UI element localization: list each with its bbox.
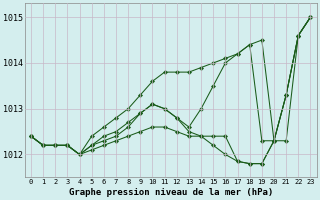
X-axis label: Graphe pression niveau de la mer (hPa): Graphe pression niveau de la mer (hPa)	[68, 188, 273, 197]
